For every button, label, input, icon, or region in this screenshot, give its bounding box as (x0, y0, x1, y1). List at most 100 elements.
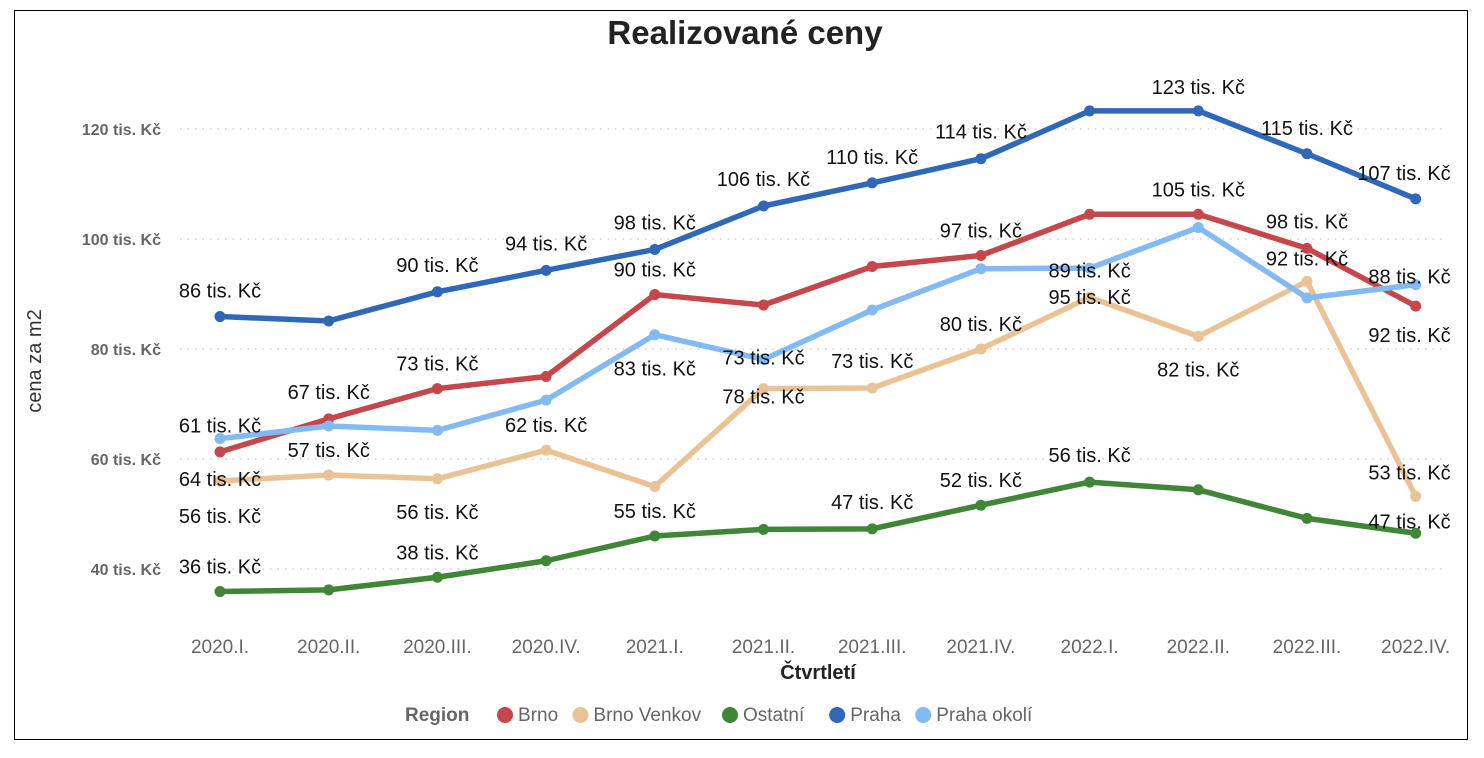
x-tick-label: 2021.I. (626, 637, 684, 658)
data-label: 47 tis. Kč (1368, 511, 1450, 533)
data-point[interactable] (431, 571, 443, 583)
data-label: 47 tis. Kč (831, 492, 913, 514)
data-point[interactable] (975, 153, 987, 165)
data-label: 36 tis. Kč (179, 557, 261, 579)
series-praha (214, 105, 1422, 327)
data-point[interactable] (214, 586, 226, 598)
data-point[interactable] (1192, 330, 1204, 342)
data-point[interactable] (431, 473, 443, 485)
data-label: 56 tis. Kč (396, 502, 478, 524)
data-label: 56 tis. Kč (179, 506, 261, 528)
data-point[interactable] (866, 177, 878, 189)
data-point[interactable] (540, 444, 552, 456)
legend-item-label[interactable]: Praha (850, 705, 901, 726)
legend-marker (497, 707, 513, 723)
series-line (217, 479, 1419, 595)
data-point[interactable] (1301, 242, 1313, 254)
data-point[interactable] (649, 243, 661, 255)
data-point[interactable] (214, 311, 226, 323)
y-tick-label: 100 tis. Kč (82, 232, 161, 249)
data-point[interactable] (649, 481, 661, 492)
data-label: 52 tis. Kč (940, 470, 1022, 492)
data-point[interactable] (323, 420, 335, 432)
data-point[interactable] (214, 433, 226, 445)
data-point[interactable] (540, 371, 552, 382)
data-point[interactable] (1192, 484, 1204, 496)
data-point[interactable] (1301, 275, 1313, 287)
data-point[interactable] (975, 263, 987, 275)
y-tick-label: 40 tis. Kč (91, 562, 161, 579)
data-label: 88 tis. Kč (1368, 267, 1450, 289)
legend-item-label[interactable]: Praha okolí (936, 705, 1033, 726)
data-point[interactable] (214, 475, 226, 487)
data-point[interactable] (758, 353, 769, 365)
data-point[interactable] (1192, 208, 1204, 220)
series-line (217, 108, 1419, 324)
x-axis-label: Čtvrtletí (780, 660, 857, 684)
y-tick-label: 120 tis. Kč (82, 122, 161, 139)
data-point[interactable] (1084, 476, 1096, 488)
data-label: 61 tis. Kč (179, 416, 261, 438)
legend-item-label[interactable]: Brno (518, 705, 558, 726)
data-point[interactable] (975, 499, 987, 511)
data-label: 107 tis. Kč (1357, 163, 1450, 185)
data-point[interactable] (1410, 527, 1422, 539)
series-line (217, 211, 1419, 455)
data-point[interactable] (649, 329, 661, 341)
data-point[interactable] (431, 424, 443, 436)
data-point[interactable] (758, 299, 769, 311)
data-label: 105 tis. Kč (1152, 179, 1245, 201)
data-label: 89 tis. Kč (1048, 260, 1130, 282)
data-point[interactable] (1192, 105, 1204, 117)
data-point[interactable] (323, 469, 335, 481)
y-axis-ticks: 40 tis. Kč 60 tis. Kč 80 tis. Kč 100 tis. K… (82, 122, 161, 579)
legend: Region Brno Brno Venkov Ostatní Praha Praha … (405, 705, 1033, 726)
data-point[interactable] (1301, 512, 1313, 524)
data-point[interactable] (1084, 262, 1096, 274)
data-point[interactable] (866, 523, 878, 535)
data-point[interactable] (431, 383, 443, 395)
data-label: 97 tis. Kč (940, 221, 1022, 243)
data-point[interactable] (1410, 490, 1422, 502)
data-point[interactable] (758, 383, 769, 395)
data-label: 98 tis. Kč (1266, 211, 1348, 233)
x-tick-label: 2021.III. (838, 637, 907, 658)
data-label: 90 tis. Kč (396, 255, 478, 277)
series-brno (214, 208, 1422, 458)
legend-item-label[interactable]: Ostatní (743, 705, 805, 726)
data-label: 106 tis. Kč (717, 169, 810, 191)
data-point[interactable] (323, 315, 335, 327)
data-point[interactable] (975, 250, 987, 261)
data-label: 73 tis. Kč (722, 348, 804, 370)
data-point[interactable] (431, 286, 443, 298)
y-tick-label: 60 tis. Kč (91, 452, 161, 469)
legend-item-label[interactable]: Brno Venkov (593, 705, 701, 726)
data-point[interactable] (1192, 221, 1204, 233)
data-point[interactable] (1301, 148, 1313, 160)
data-point[interactable] (1084, 208, 1096, 220)
legend-marker (829, 707, 846, 723)
data-point[interactable] (866, 304, 878, 316)
data-point[interactable] (540, 555, 552, 567)
data-point[interactable] (649, 289, 661, 301)
data-label: 78 tis. Kč (722, 386, 804, 408)
data-point[interactable] (1301, 292, 1313, 304)
data-point[interactable] (1084, 105, 1096, 117)
data-point[interactable] (975, 343, 987, 355)
data-point[interactable] (1410, 279, 1422, 291)
data-point[interactable] (758, 200, 769, 212)
data-point[interactable] (649, 530, 661, 542)
data-point[interactable] (758, 523, 769, 535)
data-point[interactable] (323, 584, 335, 596)
x-tick-label: 2020.I. (191, 637, 249, 658)
data-point[interactable] (866, 261, 878, 272)
data-point[interactable] (540, 264, 552, 276)
data-point[interactable] (1410, 300, 1422, 312)
data-point[interactable] (540, 394, 552, 406)
data-point[interactable] (1410, 193, 1422, 205)
data-point[interactable] (866, 382, 878, 394)
data-label: 83 tis. Kč (614, 359, 696, 381)
legend-marker (915, 707, 932, 723)
data-point[interactable] (1084, 291, 1096, 303)
data-point[interactable] (214, 446, 226, 458)
